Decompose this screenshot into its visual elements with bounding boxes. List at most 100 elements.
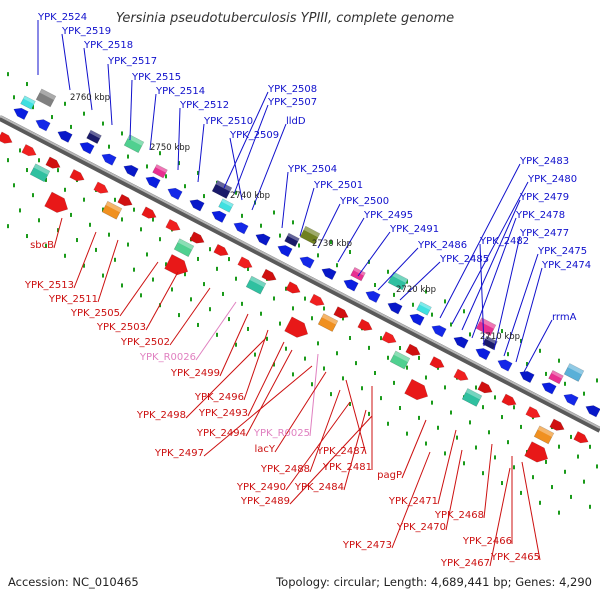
tick-mark (450, 410, 452, 415)
tick-mark (317, 253, 319, 258)
tick-mark (127, 154, 129, 159)
gene-arrow (381, 331, 397, 344)
gene-feature (189, 231, 205, 244)
gene-feature (20, 95, 36, 110)
tick-mark (311, 382, 313, 387)
label-leader-line (471, 217, 517, 339)
gene-block-shade (303, 226, 320, 238)
gene-label: YPK_2477 (519, 228, 569, 239)
gene-block-shade (105, 201, 122, 213)
tick-mark (235, 342, 237, 347)
tick-mark (70, 124, 72, 129)
tick-mark (513, 465, 515, 470)
gene-feature (0, 131, 13, 144)
tick-mark (241, 213, 243, 218)
tick-mark (292, 372, 294, 377)
tick-mark (197, 322, 199, 327)
gene-arrow (357, 318, 373, 331)
gene-feature (416, 301, 432, 316)
gene-label: YPK_2512 (179, 100, 229, 111)
tick-mark (317, 341, 319, 346)
tick-mark (520, 490, 522, 495)
tick-mark (13, 183, 15, 188)
gene-label: YPK_2470 (396, 522, 446, 533)
gene-label: YPK_2495 (363, 210, 413, 221)
gene-label: YPK_2493 (198, 408, 248, 419)
tick-mark (507, 440, 509, 445)
tick-mark (190, 297, 192, 302)
label-leader-line (357, 231, 391, 277)
label-leader-line (177, 107, 181, 171)
label-leader-line (243, 329, 269, 401)
label-leader-line (451, 181, 529, 325)
gene-block (317, 313, 339, 332)
tick-mark (399, 406, 401, 410)
gene-arrow (549, 418, 565, 431)
gene-block-shade (465, 388, 482, 400)
label-leader-line (377, 247, 419, 291)
gene-feature (141, 206, 157, 219)
tick-mark (133, 207, 135, 212)
gene-block (350, 267, 366, 282)
gene-arrow (409, 313, 425, 326)
gene-block-shade (155, 164, 168, 173)
gene-feature (404, 378, 429, 401)
gene-feature (35, 88, 57, 108)
label-leader-line (251, 123, 287, 211)
gene-arrow (123, 165, 139, 178)
tick-mark (475, 385, 477, 390)
gene-arrow (189, 199, 205, 212)
gene-feature (237, 256, 253, 269)
tick-mark (292, 306, 294, 311)
gene-feature (461, 388, 483, 407)
gene-feature (453, 368, 469, 381)
tick-mark (32, 193, 34, 198)
gene-feature (152, 164, 168, 179)
tick-mark (368, 345, 370, 350)
label-leader-line (245, 349, 293, 437)
gene-arrow (299, 256, 315, 269)
tick-mark (64, 253, 66, 258)
tick-mark (583, 391, 585, 396)
tick-mark (57, 228, 59, 233)
gene-arrow (167, 187, 183, 201)
gene-feature (117, 193, 133, 207)
tick-mark (431, 312, 433, 317)
tick-mark (273, 362, 275, 367)
tick-mark (349, 336, 351, 340)
tick-mark (285, 286, 287, 291)
gene-feature (299, 256, 315, 269)
gene-block-shade (393, 350, 410, 363)
gene-label: YPK_2481 (322, 462, 372, 473)
kbp-marker: 2760 kbp (70, 93, 110, 103)
gene-arrow (93, 181, 109, 194)
gene-feature (167, 187, 183, 201)
gene-block-shade (419, 301, 432, 311)
gene-feature (213, 243, 229, 257)
gene-label: YPK_2518 (83, 40, 133, 51)
gene-feature (431, 325, 447, 338)
gene-arrow (387, 302, 403, 315)
tick-mark (178, 161, 180, 166)
label-leader-line (461, 199, 521, 331)
tick-mark (235, 276, 237, 281)
tick-mark (336, 351, 338, 356)
gene-feature (549, 418, 565, 431)
label-leader-line (129, 79, 133, 141)
gene-arrow (365, 290, 381, 303)
tick-mark (545, 371, 547, 376)
tick-mark (159, 151, 161, 156)
tick-mark (444, 385, 446, 390)
gene-feature (585, 405, 600, 418)
label-leader-line (61, 33, 71, 91)
tick-mark (355, 361, 357, 366)
tick-mark (570, 494, 572, 499)
tick-mark (399, 346, 401, 350)
gene-feature (79, 142, 95, 155)
gene-block (461, 388, 483, 407)
tick-mark (51, 115, 53, 120)
gene-block-shade (215, 180, 232, 192)
tick-mark (380, 396, 382, 401)
tick-mark (140, 293, 142, 298)
tick-mark (13, 95, 15, 100)
